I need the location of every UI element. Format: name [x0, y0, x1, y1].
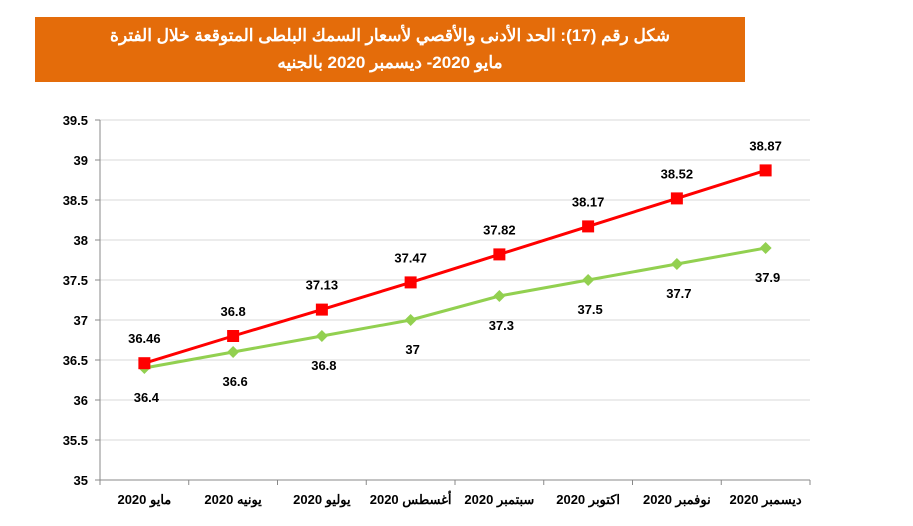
x-tick-label: أغسطس 2020 [370, 491, 452, 508]
chart-title-banner: شكل رقم (17): الحد الأدنى والأقصي لأسعار… [35, 17, 745, 82]
y-tick-label: 37.5 [63, 273, 88, 288]
y-tick-label: 36.5 [63, 353, 88, 368]
data-point-square [759, 164, 772, 177]
x-tick-label: سبتمبر 2020 [464, 492, 534, 508]
data-point-diamond [759, 242, 772, 254]
data-point-diamond [404, 314, 417, 326]
data-point-diamond [493, 290, 506, 302]
y-tick-label: 38 [74, 233, 88, 248]
data-label: 38.17 [572, 194, 605, 209]
data-point-diamond [227, 346, 240, 358]
data-label: 37.3 [489, 318, 514, 333]
data-label: 36.8 [220, 304, 245, 319]
data-label: 37 [405, 342, 419, 357]
data-label: 37.82 [483, 222, 516, 237]
y-tick-label: 38.5 [63, 193, 88, 208]
data-label: 37.9 [755, 270, 780, 285]
x-tick-label: اكتوبر 2020 [556, 492, 620, 508]
data-label: 36.4 [134, 390, 160, 405]
data-point-square [493, 248, 506, 261]
data-label: 37.47 [394, 250, 427, 265]
y-tick-label: 37 [74, 313, 88, 328]
data-label: 36.6 [222, 374, 247, 389]
data-point-square [670, 192, 683, 205]
x-tick-label: ديسمبر 2020 [730, 492, 802, 508]
y-tick-label: 35 [74, 473, 88, 488]
data-point-square [315, 303, 328, 316]
x-tick-label: يوليو 2020 [293, 492, 351, 508]
data-label: 36.46 [128, 331, 161, 346]
y-tick-label: 39 [74, 153, 88, 168]
data-point-diamond [670, 258, 683, 270]
data-point-square [582, 220, 595, 233]
data-point-square [227, 330, 240, 342]
data-point-square [404, 276, 417, 289]
data-label: 37.13 [306, 278, 339, 293]
x-tick-label: يونيه 2020 [204, 492, 262, 508]
data-label: 37.7 [666, 286, 691, 301]
x-tick-label: مايو 2020 [117, 492, 171, 508]
data-point-square [138, 357, 151, 370]
y-tick-label: 39.5 [63, 113, 88, 128]
series-line-1 [144, 246, 766, 370]
x-tick-label: نوفمبر 2020 [643, 492, 711, 508]
data-point-diamond [582, 274, 595, 286]
chart-title-line1: شكل رقم (17): الحد الأدنى والأقصي لأسعار… [110, 26, 670, 45]
data-point-diamond [315, 330, 328, 342]
series-line-0 [143, 168, 767, 365]
y-tick-label: 35.5 [63, 433, 88, 448]
data-label: 38.87 [749, 138, 782, 153]
data-label: 37.5 [577, 302, 602, 317]
data-label: 38.52 [661, 166, 694, 181]
data-label: 36.8 [311, 358, 336, 373]
y-tick-label: 36 [74, 393, 88, 408]
chart-title-line2: مايو 2020- ديسمبر 2020 بالجنيه [277, 53, 503, 72]
